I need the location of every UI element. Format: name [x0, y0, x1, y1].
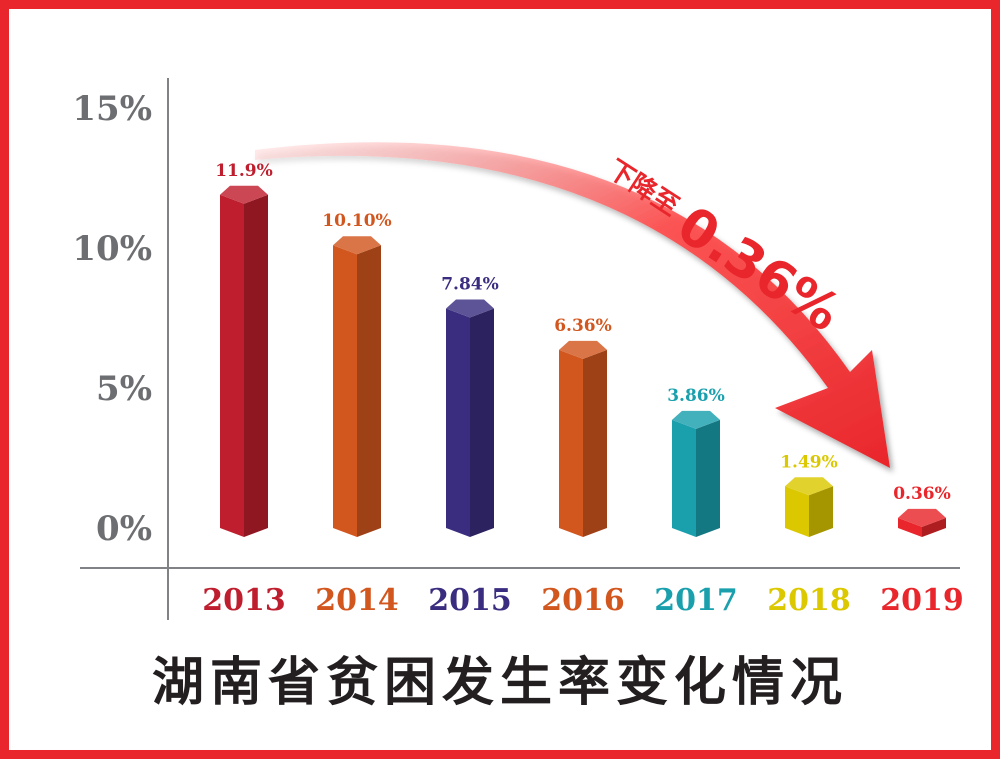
- bar-side-face: [583, 349, 607, 537]
- y-tick-label: 15%: [72, 89, 152, 129]
- x-tick-label: 2014: [315, 583, 399, 618]
- bar-front-face: [220, 194, 244, 538]
- data-label: 10.10%: [322, 211, 391, 231]
- bar-top-cap: [333, 236, 381, 255]
- bar-chart: 0% 5% 10% 15% 11.9% 10.10% 7.84% 6.36% 3.86% 1.4…: [72, 78, 964, 620]
- data-label: 1.49%: [780, 452, 838, 472]
- trend-arrow-body: [255, 142, 890, 468]
- bar: [672, 410, 720, 537]
- y-tick-label: 0%: [96, 509, 152, 549]
- bar-top-cap: [898, 508, 946, 527]
- bar-front-face: [446, 308, 470, 537]
- bar-front-face: [672, 419, 696, 537]
- bar-top-cap: [785, 477, 833, 496]
- bar-front-face: [785, 486, 809, 537]
- bar-front-face: [898, 517, 922, 537]
- bar-side-face: [696, 419, 720, 537]
- data-label: 3.86%: [667, 386, 725, 406]
- y-tick-label: 5%: [96, 369, 152, 409]
- data-label: 7.84%: [441, 274, 499, 294]
- bar-side-face: [809, 486, 833, 537]
- bar: [220, 185, 268, 538]
- x-tick-label: 2013: [202, 583, 286, 618]
- bar: [333, 236, 381, 537]
- bar-top-cap: [559, 340, 607, 359]
- bar-side-face: [922, 517, 946, 537]
- bar: [898, 508, 946, 537]
- chart-title: 湖南省贫困发生率变化情况: [151, 653, 848, 713]
- bar-side-face: [244, 194, 268, 538]
- x-tick-label: 2016: [541, 583, 625, 618]
- data-label: 11.9%: [215, 161, 273, 181]
- data-label: 0.36%: [893, 484, 951, 504]
- bar-top-cap: [672, 410, 720, 429]
- trend-arrow: [255, 142, 890, 468]
- x-tick-label: 2018: [767, 583, 851, 618]
- x-tick-label: 2019: [880, 583, 964, 618]
- x-tick-label: 2015: [428, 583, 512, 618]
- bar-front-face: [333, 245, 357, 537]
- bar: [446, 299, 494, 537]
- data-label: 6.36%: [554, 316, 612, 336]
- y-tick-label: 10%: [72, 229, 152, 269]
- x-tick-label: 2017: [654, 583, 738, 618]
- bar-side-face: [357, 245, 381, 537]
- bar-side-face: [470, 308, 494, 537]
- bar-top-cap: [446, 299, 494, 318]
- bar-front-face: [559, 349, 583, 537]
- annotation-value: 0.36%: [667, 195, 851, 344]
- bar: [785, 477, 833, 537]
- bar-top-cap: [220, 185, 268, 204]
- bar: [559, 340, 607, 537]
